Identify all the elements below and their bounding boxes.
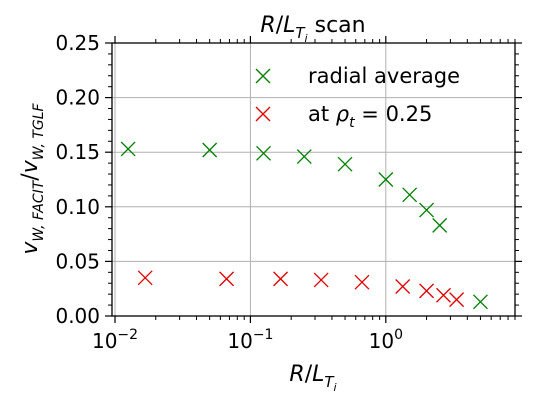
point-radial-average bbox=[256, 145, 271, 161]
marker-stroke bbox=[395, 279, 411, 294]
chart-title: R/LTi scan bbox=[260, 13, 365, 45]
marker-stroke bbox=[419, 202, 435, 218]
x-tick-labels: 10−2 10−1 100 bbox=[92, 327, 403, 353]
marker-stroke bbox=[255, 68, 271, 84]
marker-stroke bbox=[402, 187, 418, 203]
plot-frame bbox=[111, 42, 516, 317]
y-tick-label: 0.00 bbox=[55, 304, 100, 328]
y-tick-label: 0.05 bbox=[55, 249, 100, 273]
y-tick-label: 0.25 bbox=[55, 31, 100, 55]
y-tick-label: 0.10 bbox=[55, 195, 100, 219]
x-axis-label: R/LTi bbox=[289, 362, 336, 394]
point-radial-average bbox=[120, 141, 136, 157]
point-radial-average bbox=[296, 149, 312, 165]
point-rho-0-25 bbox=[354, 274, 370, 290]
point-radial-average bbox=[337, 156, 353, 172]
point-rho-0-25 bbox=[449, 292, 465, 308]
marker-stroke bbox=[273, 271, 289, 287]
y-tick-label: 0.20 bbox=[55, 86, 100, 110]
marker-stroke bbox=[313, 272, 329, 288]
marker-stroke bbox=[296, 149, 312, 165]
point-radial-average bbox=[419, 202, 435, 218]
legend-label-radial-average: radial average bbox=[308, 64, 460, 88]
point-rho-0-25 bbox=[219, 271, 235, 287]
marker-stroke bbox=[256, 145, 271, 161]
axis-ticks bbox=[105, 36, 522, 323]
marker-stroke bbox=[219, 271, 235, 287]
marker-stroke bbox=[137, 270, 153, 286]
point-rho-0-25 bbox=[137, 270, 153, 286]
point-rho-0-25 bbox=[313, 272, 329, 288]
point-radial-average bbox=[472, 294, 488, 310]
point-radial-average bbox=[402, 187, 418, 203]
marker-stroke bbox=[337, 156, 353, 172]
data-markers bbox=[120, 141, 488, 310]
legend-label-rho: at ρt = 0.25 bbox=[308, 102, 432, 131]
point-radial-average bbox=[378, 172, 394, 187]
marker-stroke bbox=[354, 274, 370, 290]
x-tick-label: 100 bbox=[369, 327, 403, 353]
y-tick-labels: 0.00 0.05 0.10 0.15 0.20 0.25 bbox=[55, 31, 100, 328]
legend-x-marker bbox=[255, 68, 271, 84]
y-tick-label: 0.15 bbox=[55, 140, 100, 164]
point-rho-0-25 bbox=[273, 271, 289, 287]
point-rho-0-25 bbox=[419, 283, 435, 299]
marker-stroke bbox=[436, 287, 451, 303]
marker-stroke bbox=[419, 283, 435, 299]
marker-stroke bbox=[120, 141, 136, 157]
legend-x-marker bbox=[255, 106, 271, 122]
point-radial-average bbox=[432, 217, 448, 233]
marker-stroke bbox=[449, 292, 465, 308]
legend-marker-rho bbox=[255, 106, 271, 122]
point-rho-0-25 bbox=[395, 279, 411, 294]
marker-stroke bbox=[255, 106, 271, 122]
point-radial-average bbox=[202, 142, 218, 158]
legend-marker-radial-average bbox=[255, 68, 271, 84]
x-tick-label: 10−2 bbox=[92, 327, 138, 353]
y-axis-label: vW, FACIT/vW, TGLF bbox=[18, 102, 47, 254]
marker-stroke bbox=[472, 294, 488, 310]
point-rho-0-25 bbox=[436, 287, 451, 303]
marker-stroke bbox=[378, 172, 394, 187]
marker-stroke bbox=[432, 217, 448, 233]
marker-stroke bbox=[202, 142, 218, 158]
x-tick-label: 10−1 bbox=[227, 327, 273, 353]
